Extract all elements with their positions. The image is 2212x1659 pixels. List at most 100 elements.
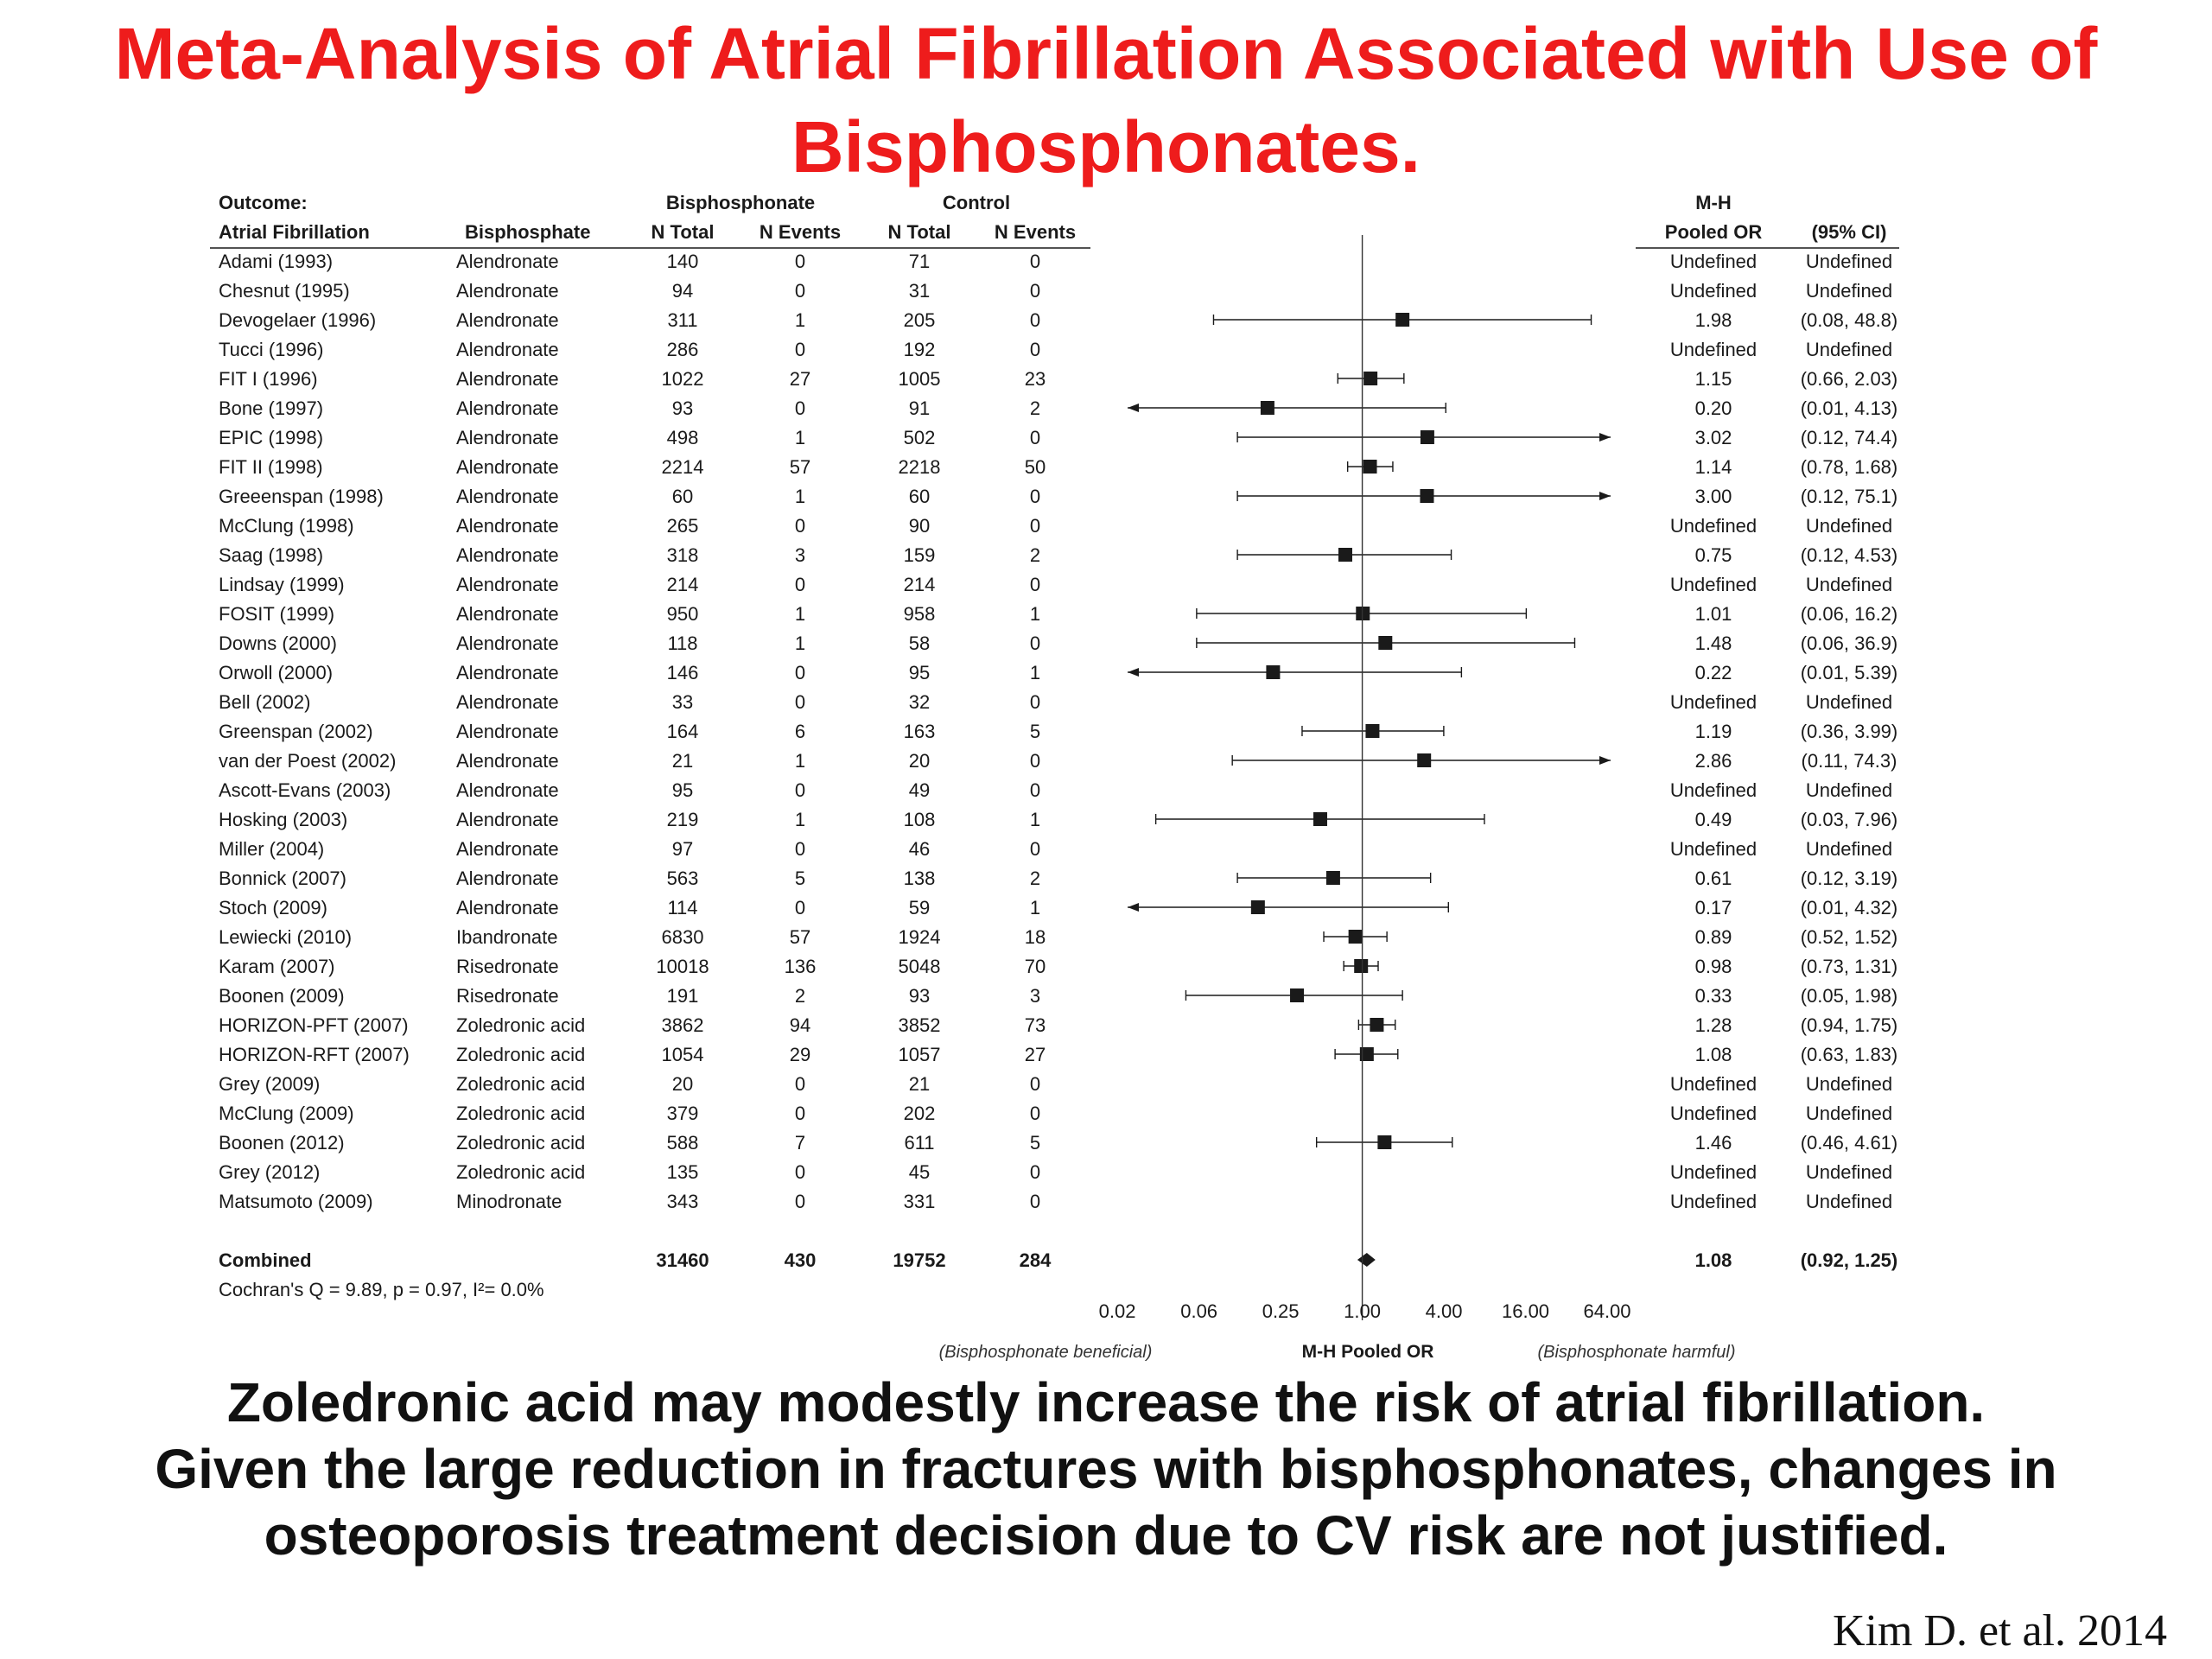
- row-ctl-n-events: 27: [1025, 1044, 1046, 1065]
- row-drug: Alendronate: [456, 544, 559, 566]
- header-ctl-n-events: N Events: [995, 221, 1076, 243]
- row-bis-n-events: 1: [795, 309, 805, 331]
- point-estimate: [1354, 959, 1369, 973]
- point-estimate: [1395, 313, 1410, 327]
- row-or-text: 0.75: [1695, 544, 1732, 566]
- row-drug: Risedronate: [456, 956, 559, 977]
- row-drug: Zoledronic acid: [456, 1132, 585, 1154]
- row-ctl-n-total: 59: [909, 897, 930, 918]
- row-bis-n-total: 95: [672, 779, 693, 801]
- header-outcome: Atrial Fibrillation: [219, 221, 370, 243]
- row-bis-n-events: 0: [795, 1073, 805, 1095]
- row-ctl-n-events: 5: [1030, 1132, 1040, 1154]
- row-drug: Alendronate: [456, 456, 559, 478]
- combined-ctl-n-events: 284: [1020, 1249, 1052, 1271]
- row-bis-n-events: 1: [795, 603, 805, 625]
- row-drug: Alendronate: [456, 574, 559, 595]
- header-bis-n-events: N Events: [760, 221, 841, 243]
- row-ctl-n-events: 0: [1030, 339, 1040, 360]
- row-drug: Alendronate: [456, 809, 559, 830]
- row-study: FOSIT (1999): [219, 603, 334, 625]
- x-tick-label: 0.25: [1262, 1300, 1300, 1322]
- x-tick-label: 16.00: [1502, 1300, 1549, 1322]
- row-bis-n-events: 1: [795, 427, 805, 448]
- row-bis-n-events: 27: [790, 368, 810, 390]
- row-or-text: 1.28: [1695, 1014, 1732, 1036]
- row-ci-text: Undefined: [1806, 515, 1892, 537]
- x-tick-label: 64.00: [1583, 1300, 1630, 1322]
- ci-arrow-left: [1128, 903, 1139, 912]
- point-estimate: [1420, 430, 1434, 444]
- row-or-text: Undefined: [1670, 779, 1757, 801]
- row-bis-n-total: 498: [667, 427, 699, 448]
- ci-arrow-right: [1599, 492, 1611, 500]
- row-bis-n-events: 1: [795, 809, 805, 830]
- row-bis-n-total: 1022: [662, 368, 704, 390]
- row-ctl-n-events: 3: [1030, 985, 1040, 1007]
- row-or-text: Undefined: [1670, 1103, 1757, 1124]
- header-outcome-label: Outcome:: [219, 192, 308, 213]
- row-bis-n-events: 0: [795, 691, 805, 713]
- row-ctl-n-events: 0: [1030, 251, 1040, 272]
- row-ctl-n-total: 214: [904, 574, 936, 595]
- row-bis-n-events: 136: [785, 956, 817, 977]
- row-ci-text: Undefined: [1806, 838, 1892, 860]
- row-bis-n-events: 0: [795, 339, 805, 360]
- row-bis-n-total: 265: [667, 515, 699, 537]
- row-drug: Zoledronic acid: [456, 1014, 585, 1036]
- row-ctl-n-total: 331: [904, 1191, 936, 1212]
- row-ci-text: (0.66, 2.03): [1801, 368, 1898, 390]
- row-ci-text: Undefined: [1806, 339, 1892, 360]
- row-ci-text: (0.12, 3.19): [1801, 868, 1898, 889]
- row-or-text: 2.86: [1695, 750, 1732, 772]
- row-or-text: Undefined: [1670, 691, 1757, 713]
- row-or-text: 0.89: [1695, 926, 1732, 948]
- row-study: Bone (1997): [219, 397, 323, 419]
- row-study: Greenspan (2002): [219, 721, 373, 742]
- row-or-text: 3.00: [1695, 486, 1732, 507]
- row-ci-text: (0.01, 4.13): [1801, 397, 1898, 419]
- row-ctl-n-total: 138: [904, 868, 936, 889]
- row-study: Saag (1998): [219, 544, 323, 566]
- point-estimate: [1378, 636, 1393, 650]
- row-study: Chesnut (1995): [219, 280, 350, 302]
- row-drug: Alendronate: [456, 691, 559, 713]
- row-study: Grey (2009): [219, 1073, 320, 1095]
- combined-diamond: [1357, 1253, 1376, 1267]
- row-bis-n-events: 1: [795, 632, 805, 654]
- row-bis-n-total: 311: [667, 309, 697, 331]
- row-ctl-n-events: 0: [1030, 1161, 1040, 1183]
- row-study: HORIZON-RFT (2007): [219, 1044, 410, 1065]
- row-ci-text: Undefined: [1806, 691, 1892, 713]
- row-or-text: 0.49: [1695, 809, 1732, 830]
- row-bis-n-total: 33: [672, 691, 693, 713]
- row-ctl-n-events: 0: [1030, 1103, 1040, 1124]
- row-bis-n-total: 21: [672, 750, 693, 772]
- row-drug: Alendronate: [456, 427, 559, 448]
- row-bis-n-total: 10018: [656, 956, 709, 977]
- row-ci-text: (0.01, 5.39): [1801, 662, 1898, 683]
- row-ctl-n-total: 95: [909, 662, 930, 683]
- row-ctl-n-events: 0: [1030, 838, 1040, 860]
- row-or-text: 0.98: [1695, 956, 1732, 977]
- row-ctl-n-events: 5: [1030, 721, 1040, 742]
- row-drug: Alendronate: [456, 721, 559, 742]
- combined-bis-n-total: 31460: [656, 1249, 709, 1271]
- ci-arrow-left: [1128, 404, 1139, 412]
- row-ctl-n-events: 1: [1030, 662, 1040, 683]
- slide-title: Meta-Analysis of Atrial Fibrillation Ass…: [0, 7, 2212, 194]
- row-ctl-n-total: 611: [904, 1132, 934, 1154]
- row-bis-n-total: 135: [667, 1161, 699, 1183]
- row-or-text: 1.98: [1695, 309, 1732, 331]
- row-ctl-n-total: 49: [909, 779, 930, 801]
- row-ci-text: (0.12, 4.53): [1801, 544, 1898, 566]
- row-ctl-n-total: 46: [909, 838, 930, 860]
- row-study: FIT II (1998): [219, 456, 323, 478]
- row-drug: Alendronate: [456, 515, 559, 537]
- row-study: Hosking (2003): [219, 809, 347, 830]
- row-or-text: Undefined: [1670, 1191, 1757, 1212]
- row-ctl-n-total: 21: [909, 1073, 930, 1095]
- row-ci-text: Undefined: [1806, 251, 1892, 272]
- slide-title-line-1: Meta-Analysis of Atrial Fibrillation Ass…: [114, 13, 2098, 94]
- point-estimate: [1365, 724, 1380, 738]
